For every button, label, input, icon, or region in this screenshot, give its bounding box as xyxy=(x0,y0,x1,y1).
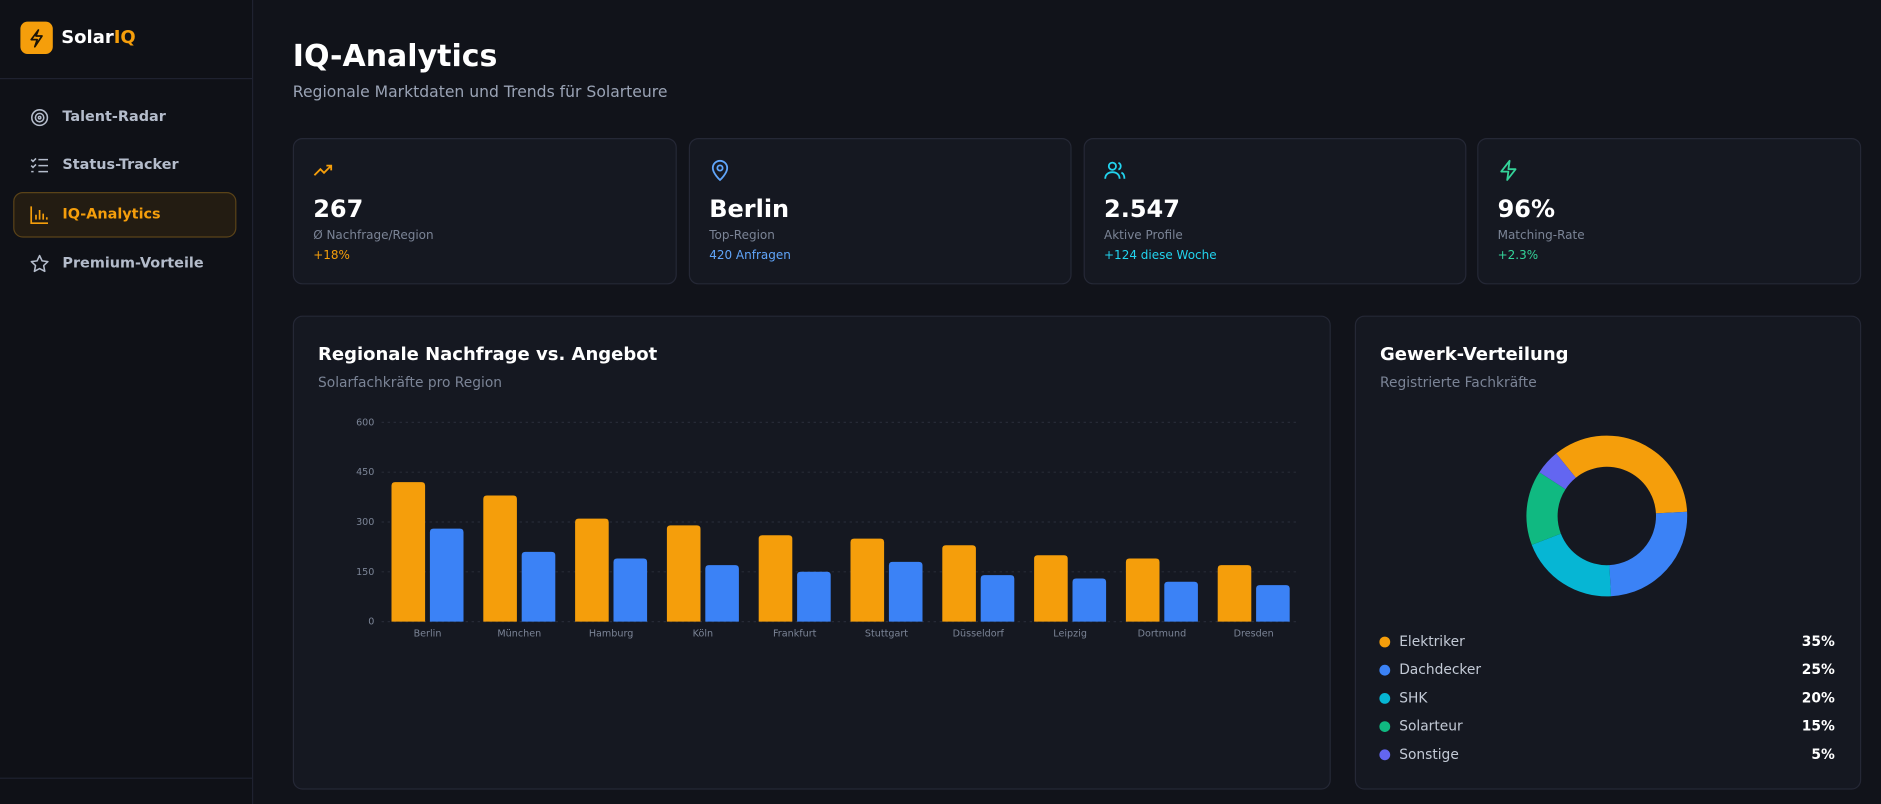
pie-slice xyxy=(1609,511,1688,597)
bar xyxy=(980,575,1015,622)
stat-label: Ø Nachfrage/Region xyxy=(313,229,434,243)
bar xyxy=(483,495,517,622)
x-tick-label: Berlin xyxy=(414,629,442,640)
brand: SolarIQ xyxy=(61,26,136,48)
stat-card: 96% Matching-Rate +2.3% xyxy=(1477,138,1862,285)
x-tick-label: Dresden xyxy=(1234,629,1274,640)
legend-dot xyxy=(1379,721,1391,732)
nav-label: Premium-Vorteile xyxy=(62,254,204,272)
pie-slice xyxy=(1556,435,1688,514)
x-tick-label: München xyxy=(497,629,541,640)
sidebar: SolarIQ Talent-Radar Status-Tracker IQ-A… xyxy=(0,0,254,804)
pie-slice xyxy=(1526,472,1566,545)
legend-dot xyxy=(1379,664,1391,676)
bar xyxy=(850,538,885,622)
x-tick-label: Leipzig xyxy=(1053,629,1087,640)
stat-label: Top-Region xyxy=(709,229,775,243)
legend-dot xyxy=(1379,636,1391,648)
pie-slice xyxy=(1531,533,1612,597)
legend-label: SHK xyxy=(1399,690,1428,706)
x-tick-label: Stuttgart xyxy=(865,629,908,640)
legend-value: 15% xyxy=(1802,719,1835,735)
chart-card xyxy=(292,315,1331,790)
y-tick-label: 450 xyxy=(356,467,374,478)
legend-label: Solarteur xyxy=(1399,719,1463,735)
stat-change: +124 diese Woche xyxy=(1104,249,1217,263)
bar xyxy=(942,545,976,622)
chart-card xyxy=(1354,315,1862,790)
legend-dot xyxy=(1379,749,1391,761)
chart-subtitle: Solarfachkräfte pro Region xyxy=(318,375,502,391)
legend-label: Sonstige xyxy=(1399,747,1459,763)
legend-dot xyxy=(1379,693,1391,704)
chart-title: Gewerk-Verteilung xyxy=(1380,344,1569,365)
bar xyxy=(705,565,739,622)
nav-label: Status-Tracker xyxy=(62,156,179,173)
page-subtitle: Regionale Marktdaten und Trends für Sola… xyxy=(292,84,668,103)
stat-change: +2.3% xyxy=(1497,249,1539,263)
x-tick-label: Hamburg xyxy=(589,629,633,640)
stat-value: 267 xyxy=(313,194,364,224)
x-tick-label: Köln xyxy=(693,629,713,640)
nav-item[interactable]: Status-Tracker xyxy=(13,143,236,189)
bar xyxy=(758,535,793,622)
chart-subtitle: Registrierte Fachkräfte xyxy=(1380,375,1537,391)
legend-label: Elektriker xyxy=(1399,634,1465,650)
pie-slice xyxy=(1539,453,1576,490)
nav-label: Talent-Radar xyxy=(62,108,166,125)
nav-item[interactable]: Premium-Vorteile xyxy=(13,241,236,287)
bar xyxy=(888,561,923,622)
brand-prefix: Solar xyxy=(61,26,114,48)
legend-value: 5% xyxy=(1811,747,1835,763)
bar xyxy=(1164,581,1198,622)
bar xyxy=(666,525,701,622)
bar xyxy=(1072,578,1107,622)
stat-label: Aktive Profile xyxy=(1104,229,1183,243)
stat-card: 267 Ø Nachfrage/Region +18% xyxy=(292,138,677,285)
x-tick-label: Düsseldorf xyxy=(953,629,1005,640)
bar xyxy=(797,571,831,622)
logo xyxy=(20,21,53,55)
stat-card: 2.547 Aktive Profile +124 diese Woche xyxy=(1083,138,1467,285)
bar xyxy=(1034,555,1068,622)
legend-value: 20% xyxy=(1802,690,1835,706)
stat-value: 96% xyxy=(1497,194,1556,224)
bar xyxy=(1256,585,1290,622)
bar xyxy=(521,551,556,622)
bar xyxy=(613,558,648,622)
chart-title: Regionale Nachfrage vs. Angebot xyxy=(318,344,658,365)
stat-change: 420 Anfragen xyxy=(709,249,791,263)
stat-change: +18% xyxy=(313,249,350,263)
stat-value: 2.547 xyxy=(1104,194,1180,224)
bar xyxy=(391,482,426,622)
bar xyxy=(1217,565,1252,622)
y-tick-label: 300 xyxy=(356,517,374,528)
stat-value: Berlin xyxy=(709,194,790,224)
x-tick-label: Dortmund xyxy=(1138,629,1187,640)
legend-value: 25% xyxy=(1802,662,1835,678)
x-tick-label: Frankfurt xyxy=(773,629,817,640)
page-title: IQ-Analytics xyxy=(292,38,498,74)
nav-label: IQ-Analytics xyxy=(62,205,161,223)
stat-label: Matching-Rate xyxy=(1497,229,1585,243)
bar xyxy=(575,518,609,622)
nav-item[interactable]: IQ-Analytics xyxy=(13,192,237,238)
y-tick-label: 0 xyxy=(368,617,374,628)
y-tick-label: 150 xyxy=(356,567,374,578)
nav-item[interactable]: Talent-Radar xyxy=(13,95,236,141)
bar xyxy=(429,528,464,622)
legend-label: Dachdecker xyxy=(1399,662,1481,678)
stat-card: Berlin Top-Region 420 Anfragen xyxy=(688,138,1072,285)
legend-value: 35% xyxy=(1802,634,1835,650)
y-tick-label: 600 xyxy=(356,417,374,428)
bar xyxy=(1125,558,1160,622)
brand-accent: IQ xyxy=(113,26,136,48)
